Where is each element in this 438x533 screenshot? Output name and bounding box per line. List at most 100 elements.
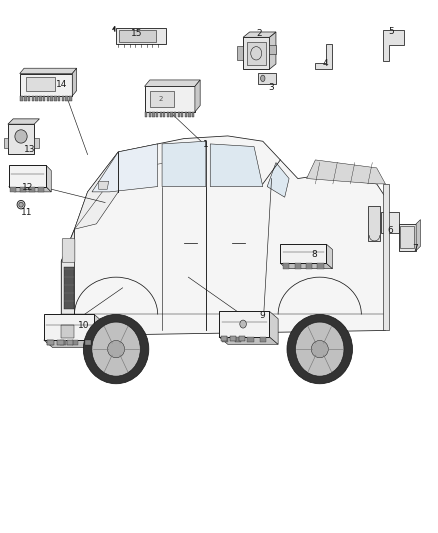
Text: 7: 7 xyxy=(412,244,418,253)
Text: 15: 15 xyxy=(131,29,142,37)
Ellipse shape xyxy=(240,320,246,328)
Ellipse shape xyxy=(19,203,23,207)
Bar xyxy=(11,187,17,192)
Polygon shape xyxy=(243,32,276,37)
Bar xyxy=(9,165,46,187)
Bar xyxy=(400,226,414,248)
Polygon shape xyxy=(280,263,332,269)
Ellipse shape xyxy=(83,314,149,384)
Bar xyxy=(221,336,227,341)
Polygon shape xyxy=(269,32,276,69)
Bar xyxy=(47,340,53,345)
Text: 3: 3 xyxy=(268,83,274,92)
Bar xyxy=(21,96,23,101)
Bar xyxy=(188,112,191,117)
Bar xyxy=(280,244,326,263)
Bar xyxy=(58,96,60,101)
Bar xyxy=(243,37,269,69)
Polygon shape xyxy=(61,229,74,336)
Bar xyxy=(237,46,243,60)
Polygon shape xyxy=(383,30,404,61)
Bar xyxy=(39,96,42,101)
Ellipse shape xyxy=(261,75,265,82)
Bar xyxy=(283,263,289,269)
Bar xyxy=(185,112,187,117)
Polygon shape xyxy=(8,119,39,124)
Bar xyxy=(152,112,155,117)
Polygon shape xyxy=(99,181,109,189)
Bar xyxy=(145,112,148,117)
Bar xyxy=(181,112,184,117)
Bar xyxy=(219,311,269,337)
Bar xyxy=(67,340,73,345)
Ellipse shape xyxy=(296,322,344,376)
Text: 5: 5 xyxy=(388,28,394,36)
Bar xyxy=(32,96,34,101)
Text: 11: 11 xyxy=(21,208,33,216)
Bar xyxy=(230,336,236,341)
Ellipse shape xyxy=(92,322,140,376)
Bar xyxy=(222,337,228,342)
Bar xyxy=(4,138,8,148)
Bar xyxy=(399,224,416,251)
Bar xyxy=(381,212,399,233)
Bar xyxy=(119,30,156,42)
Polygon shape xyxy=(269,311,278,344)
Bar xyxy=(34,138,39,148)
Text: 10: 10 xyxy=(78,321,90,329)
Bar xyxy=(69,96,71,101)
Bar xyxy=(65,96,68,101)
Bar xyxy=(239,336,245,341)
Polygon shape xyxy=(315,44,332,69)
Ellipse shape xyxy=(311,341,328,358)
Bar xyxy=(269,45,276,54)
Polygon shape xyxy=(219,337,278,344)
Bar xyxy=(159,112,162,117)
Bar xyxy=(50,96,53,101)
Polygon shape xyxy=(92,144,158,192)
Polygon shape xyxy=(74,152,118,229)
Bar xyxy=(167,112,169,117)
Bar xyxy=(294,263,300,269)
Bar xyxy=(85,340,91,345)
Bar xyxy=(47,340,54,345)
Polygon shape xyxy=(61,136,385,336)
Bar xyxy=(260,337,266,342)
Text: 12: 12 xyxy=(21,183,33,192)
Bar xyxy=(61,325,74,338)
Bar xyxy=(383,184,389,330)
Bar xyxy=(57,340,64,345)
Bar xyxy=(28,96,30,101)
Polygon shape xyxy=(195,80,200,112)
Bar xyxy=(38,187,44,192)
Polygon shape xyxy=(20,68,77,74)
Bar xyxy=(47,96,49,101)
Ellipse shape xyxy=(15,130,27,143)
Polygon shape xyxy=(326,244,332,269)
Bar xyxy=(43,96,45,101)
Bar xyxy=(60,340,66,345)
Text: 2: 2 xyxy=(257,29,262,37)
Ellipse shape xyxy=(17,200,25,209)
Bar xyxy=(163,112,166,117)
Ellipse shape xyxy=(287,314,353,384)
Bar xyxy=(247,337,254,342)
Bar xyxy=(26,77,55,91)
Bar xyxy=(306,263,312,269)
Bar xyxy=(62,96,64,101)
Polygon shape xyxy=(46,165,51,192)
FancyBboxPatch shape xyxy=(62,238,75,263)
Bar xyxy=(64,266,74,309)
Bar xyxy=(72,340,78,345)
Polygon shape xyxy=(44,340,103,348)
Text: 4: 4 xyxy=(322,60,328,68)
Bar xyxy=(247,42,266,65)
Text: 9: 9 xyxy=(259,311,265,320)
Text: 13: 13 xyxy=(24,145,35,154)
Bar xyxy=(156,112,158,117)
Polygon shape xyxy=(416,220,420,251)
Text: 8: 8 xyxy=(311,251,318,259)
Bar xyxy=(35,96,38,101)
Bar xyxy=(24,96,27,101)
Polygon shape xyxy=(162,141,206,187)
